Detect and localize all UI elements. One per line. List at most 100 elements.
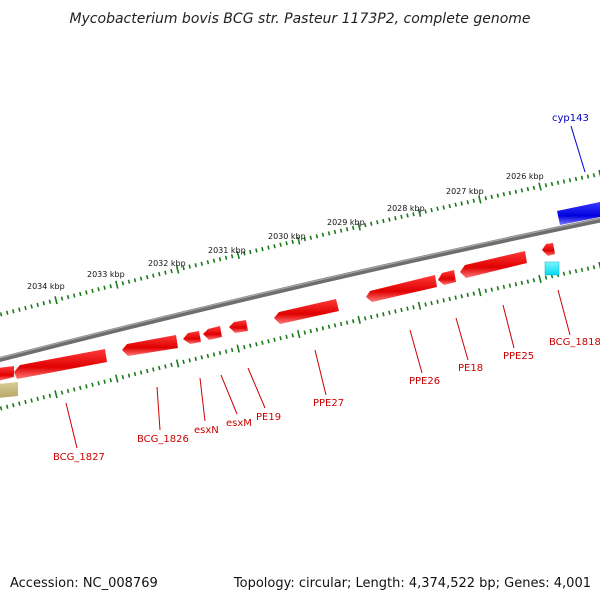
callout-pe18 [455, 317, 469, 361]
inner-tick-10 [54, 390, 58, 399]
gene-label-pe18[interactable]: PE18 [458, 363, 483, 374]
outer-tick-72 [430, 207, 433, 213]
gene-label-esxn[interactable]: esxN [194, 425, 219, 436]
scale-label-2034: 2034 kbp [27, 282, 65, 291]
map-title: Mycobacterium bovis BCG str. Pasteur 117… [69, 11, 530, 27]
outer-tick-60 [357, 222, 361, 231]
inner-tick-17 [97, 381, 100, 386]
gene-feature-6[interactable] [274, 299, 339, 324]
inner-tick-63 [376, 313, 379, 318]
inner-tick-60 [357, 315, 361, 324]
inner-tick-56 [333, 323, 337, 328]
inner-tick-68 [406, 306, 409, 311]
outer-tick-63 [376, 220, 379, 225]
gene-feature-5[interactable] [229, 320, 248, 333]
callout-ppe25 [502, 304, 515, 349]
inner-tick-2 [5, 404, 9, 409]
scale-label-2031: 2031 kbp [208, 246, 246, 255]
inner-tick-12 [66, 388, 70, 394]
gene-feature-7[interactable] [366, 275, 437, 302]
outer-tick-82 [490, 194, 494, 200]
outer-tick-28 [164, 270, 167, 275]
outer-tick-90 [538, 182, 542, 191]
gene-label-pe19[interactable]: PE19 [256, 412, 281, 423]
inner-tick-6 [30, 398, 33, 403]
outer-tick-46 [273, 244, 276, 249]
callout-bcg1826 [156, 386, 161, 431]
gene-label-bcg1818[interactable]: BCG_1818 [549, 337, 600, 348]
outer-tick-79 [472, 198, 476, 203]
outer-tick-89 [532, 185, 536, 191]
inner-tick-8 [42, 395, 46, 400]
outer-tick-71 [424, 209, 427, 214]
gene-label-ppe27[interactable]: PPE27 [313, 398, 344, 409]
outer-tick-8 [42, 301, 46, 306]
gene-feature-2[interactable] [122, 335, 178, 356]
gene-label-bcg1827[interactable]: BCG_1827 [53, 452, 105, 463]
outer-tick-36 [212, 258, 216, 263]
inner-tick-21 [121, 374, 125, 380]
inner-tick-22 [127, 373, 131, 378]
outer-tick-80 [478, 195, 482, 204]
inner-tick-99 [592, 265, 596, 270]
outer-tick-93 [556, 180, 560, 185]
inner-tick-33 [194, 356, 198, 362]
outer-tick-4 [18, 307, 21, 312]
other-feature[interactable] [0, 382, 18, 398]
inner-tick-94 [562, 271, 566, 276]
rna-feature[interactable] [544, 261, 560, 276]
gene-label-bcg1826[interactable]: BCG_1826 [137, 434, 189, 445]
outer-tick-81 [484, 196, 488, 201]
gene-feature-8[interactable] [438, 270, 456, 285]
inner-tick-47 [279, 336, 282, 341]
inner-tick-38 [224, 349, 228, 354]
inner-tick-40 [236, 344, 240, 353]
gene-label-cyp143[interactable]: cyp143 [552, 113, 589, 124]
inner-tick-28 [164, 364, 167, 369]
callout-ppe27 [314, 349, 327, 396]
inner-tick-87 [520, 280, 524, 286]
outer-tick-91 [544, 183, 548, 188]
gene-label-esxm[interactable]: esxM [226, 418, 252, 429]
outer-tick-64 [382, 218, 385, 224]
scale-label-2027: 2027 kbp [446, 187, 484, 196]
outer-tick-57 [339, 228, 343, 233]
outer-tick-96 [574, 176, 578, 182]
outer-tick-73 [436, 206, 439, 211]
inner-tick-34 [200, 355, 204, 360]
outer-tick-35 [206, 260, 210, 265]
inner-tick-74 [442, 298, 445, 303]
callout-esxm [220, 374, 238, 415]
gene-label-ppe25[interactable]: PPE25 [503, 351, 534, 362]
reverse-strand-genes [0, 243, 555, 381]
outer-tick-7 [36, 302, 39, 308]
gene-feature-4[interactable] [203, 326, 222, 340]
gene-feature-3[interactable] [183, 331, 201, 344]
outer-tick-66 [394, 216, 397, 221]
gene-feature-9[interactable] [460, 251, 527, 278]
inner-tick-37 [218, 350, 222, 356]
inner-tick-20 [115, 374, 119, 383]
gene-cyp143-feature[interactable] [557, 202, 600, 225]
inner-tick-3 [12, 403, 15, 408]
inner-tick-27 [158, 365, 161, 371]
outer-tick-87 [520, 188, 524, 193]
outer-tick-78 [466, 200, 470, 205]
gene-feature-10[interactable] [542, 243, 555, 256]
outer-tick-51 [303, 236, 307, 242]
inner-scale-ticks [0, 261, 600, 411]
inner-tick-44 [261, 340, 264, 345]
gene-feature-0[interactable] [0, 366, 14, 381]
scale-labels: 2034 kbp 2033 kbp 2032 kbp 2031 kbp 2030… [27, 172, 544, 291]
inner-tick-51 [303, 330, 307, 335]
outer-tick-88 [526, 186, 530, 192]
outer-tick-50 [296, 236, 301, 245]
inner-tick-5 [24, 399, 27, 405]
inner-tick-24 [139, 370, 143, 375]
inner-tick-98 [586, 266, 590, 271]
gene-feature-1[interactable] [14, 349, 107, 379]
gene-label-ppe26[interactable]: PPE26 [409, 376, 440, 387]
outer-tick-67 [400, 214, 403, 220]
outer-tick-56 [333, 229, 337, 235]
